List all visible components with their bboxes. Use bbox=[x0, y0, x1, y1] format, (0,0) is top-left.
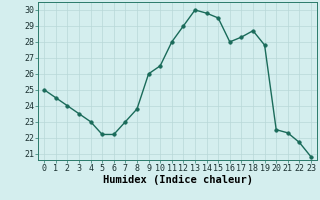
X-axis label: Humidex (Indice chaleur): Humidex (Indice chaleur) bbox=[103, 175, 252, 185]
